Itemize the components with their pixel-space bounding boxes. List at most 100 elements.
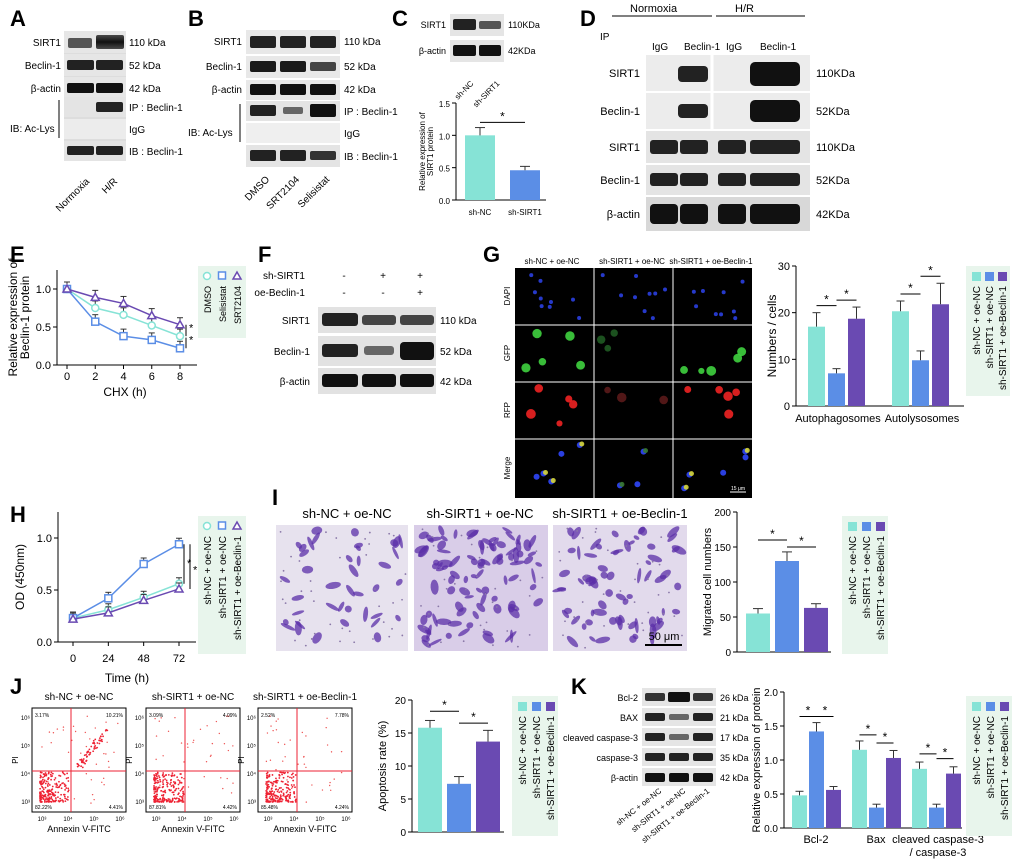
size-label: 110KDa [508,20,540,30]
migrated-cell [629,635,637,643]
membrane-pore [484,593,487,595]
migrated-cell [456,607,467,617]
significance-star: * [442,698,447,712]
migrated-cell [435,618,452,625]
event-dot [45,797,48,799]
migrated-cell [370,612,383,619]
event-dot [181,797,184,800]
event-dot [67,789,70,792]
event-dot [154,799,157,802]
event-dot [74,730,77,733]
migrated-cell [356,555,361,567]
bar [929,807,944,828]
legend-box [966,696,1012,836]
event-dot [63,783,66,786]
event-dot [44,772,47,774]
migrated-cell [311,526,323,535]
migrated-cell [458,628,470,637]
event-dot [291,785,294,788]
band [96,35,124,49]
event-dot [102,777,105,780]
event-dot [286,779,288,781]
panel-f: sh-SIRT1 oe-Beclin-1 - + + - - + SIRT1 B… [254,271,477,394]
event-dot [153,778,155,781]
event-dot [282,760,284,762]
y-axis-label: Apoptosis rate (%) [377,721,389,811]
event-dot [281,773,283,776]
event-dot [285,791,288,794]
membrane-pore [335,537,338,539]
y-tick-label: 1.5 [764,722,778,733]
cell-dot [643,448,649,454]
y-tick-label: 10⁶ [21,715,31,722]
event-dot [44,786,47,789]
x-tick-label: 10⁴ [289,816,299,823]
band [693,713,713,721]
legend-box [966,266,1010,396]
cell-dot [529,273,534,278]
membrane-pore [368,543,371,545]
migrated-cell [595,543,603,550]
event-dot [181,799,184,802]
membrane-pore [559,559,562,562]
data-point [61,283,73,293]
event-dot [54,783,56,785]
panel-label-D: D [580,6,596,31]
quadrant-value: 4.42% [223,805,238,811]
band [645,753,665,761]
cell-dot [548,300,553,305]
y-tick-label: 10 [778,354,790,366]
migrated-cell [556,587,567,592]
event-dot [174,717,176,719]
membrane-pore [506,630,509,632]
event-dot [285,795,288,797]
event-dot [40,780,43,783]
cell-dot [596,335,606,344]
migrated-cell [466,622,474,629]
significance-star: * [799,534,804,548]
lane-label: Beclin-1 [760,42,797,53]
band [280,84,306,95]
migrated-cell [600,571,608,579]
event-dot [158,786,161,789]
membrane-pore [310,638,313,640]
event-dot [270,788,273,790]
legend-swatch [518,702,527,711]
event-dot [328,784,331,787]
legend-label: sh-SIRT1 + oe-NC [218,536,229,618]
y-axis-label: Numbers / cells [765,295,779,378]
event-dot [59,784,62,787]
migrated-cell [340,619,350,627]
membrane-pore [280,580,282,583]
event-dot [161,798,164,801]
bar [809,731,824,828]
significance-star: * [866,722,871,736]
event-dot [162,775,165,778]
migrated-cell [637,567,642,584]
event-dot [173,782,176,785]
membrane-pore [392,534,395,537]
membrane-pore [462,640,465,643]
data-point [119,331,128,341]
event-dot [177,797,180,800]
event-dot [156,793,159,796]
panel-label-G: G [483,242,500,267]
event-dot [153,790,155,792]
event-dot [153,792,156,795]
migrated-cell [431,563,439,570]
event-dot [268,773,271,776]
event-dot [279,794,282,797]
event-dot [305,801,308,803]
migrated-cell [464,595,474,599]
event-dot [106,741,108,744]
membrane-pore [576,529,579,532]
event-dot [289,739,291,741]
y-axis-label: PI [237,756,246,764]
event-dot [265,790,268,793]
membrane-pore [294,639,296,642]
event-dot [166,783,168,786]
membrane-pore [634,578,636,581]
y-tick-label: 0.0 [36,360,51,372]
band [669,734,689,740]
